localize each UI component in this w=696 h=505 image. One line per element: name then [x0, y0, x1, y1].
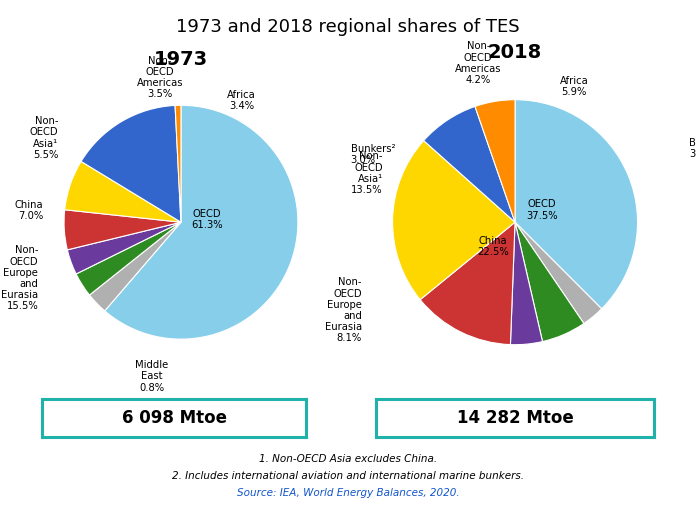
Text: 14 282 Mtoe: 14 282 Mtoe	[457, 409, 574, 427]
Text: Non-
OECD
Americas
3.5%: Non- OECD Americas 3.5%	[136, 56, 183, 99]
Wedge shape	[76, 222, 181, 295]
Text: Non-
OECD
Asia¹
13.5%: Non- OECD Asia¹ 13.5%	[351, 152, 383, 195]
Text: Non-
OECD
Americas
4.2%: Non- OECD Americas 4.2%	[455, 41, 502, 85]
Text: Middle
East
0.8%: Middle East 0.8%	[135, 360, 168, 392]
Text: 2. Includes international aviation and international marine bunkers.: 2. Includes international aviation and i…	[172, 471, 524, 481]
Wedge shape	[393, 140, 515, 299]
Wedge shape	[475, 99, 515, 222]
Wedge shape	[64, 210, 181, 250]
Text: China
7.0%: China 7.0%	[15, 200, 43, 221]
Wedge shape	[510, 222, 542, 345]
Text: OECD
37.5%: OECD 37.5%	[526, 199, 557, 221]
Wedge shape	[81, 106, 181, 222]
Wedge shape	[104, 105, 298, 339]
Wedge shape	[515, 99, 638, 309]
Text: Bunkers²
3.0%: Bunkers² 3.0%	[689, 138, 696, 159]
Wedge shape	[515, 222, 601, 324]
Wedge shape	[515, 222, 584, 341]
Title: 2018: 2018	[488, 43, 542, 62]
Text: Bunkers²
3.0%: Bunkers² 3.0%	[351, 144, 395, 165]
Wedge shape	[175, 105, 181, 222]
Text: Africa
5.9%: Africa 5.9%	[560, 76, 588, 97]
Wedge shape	[424, 107, 515, 222]
Text: Source: IEA, World Energy Balances, 2020.: Source: IEA, World Energy Balances, 2020…	[237, 488, 459, 498]
Wedge shape	[90, 222, 181, 311]
Text: Non-
OECD
Europe
and
Eurasia
8.1%: Non- OECD Europe and Eurasia 8.1%	[325, 277, 362, 343]
Wedge shape	[420, 222, 515, 344]
Title: 1973: 1973	[154, 50, 208, 69]
Text: Non-
OECD
Europe
and
Eurasia
15.5%: Non- OECD Europe and Eurasia 15.5%	[1, 245, 38, 311]
Wedge shape	[68, 222, 181, 274]
Text: 6 098 Mtoe: 6 098 Mtoe	[122, 409, 226, 427]
Text: 1. Non-OECD Asia excludes China.: 1. Non-OECD Asia excludes China.	[259, 454, 437, 465]
Text: Non-
OECD
Asia¹
5.5%: Non- OECD Asia¹ 5.5%	[29, 116, 58, 160]
Text: 1973 and 2018 regional shares of TES: 1973 and 2018 regional shares of TES	[176, 18, 520, 36]
Text: OECD
61.3%: OECD 61.3%	[191, 209, 223, 230]
Wedge shape	[65, 162, 181, 222]
Text: Africa
3.4%: Africa 3.4%	[228, 90, 256, 111]
Text: China
22.5%: China 22.5%	[477, 236, 509, 258]
